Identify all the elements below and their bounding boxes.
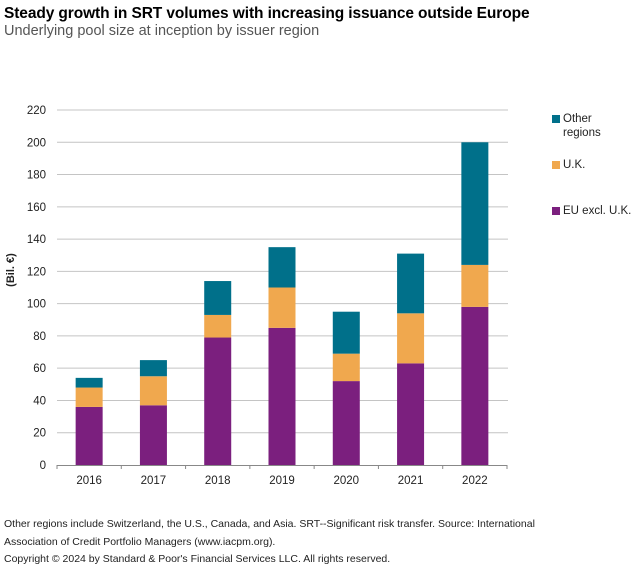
x-axis xyxy=(56,465,508,469)
bar-eu-excl-u-k-2020 xyxy=(332,381,360,465)
bar-eu-excl-u-k-2018 xyxy=(204,337,232,465)
gridlines xyxy=(57,109,508,434)
copyright-notice: Copyright © 2024 by Standard & Poor's Fi… xyxy=(4,553,391,565)
legend-swatch-other-regions xyxy=(552,115,560,123)
bar-other-regions-2020 xyxy=(332,311,360,354)
y-axis-label: (Bil. €) xyxy=(5,253,17,287)
legend-item-eu-excl-uk: EU excl. U.K. xyxy=(552,204,643,218)
y-tick-label: 100 xyxy=(27,299,46,311)
y-tick-label: 0 xyxy=(40,460,46,472)
bars xyxy=(75,142,489,465)
bar-stack-2016 xyxy=(75,377,103,465)
bar-other-regions-2019 xyxy=(268,247,296,288)
bar-stack-2022 xyxy=(461,142,489,465)
x-tick-label: 2017 xyxy=(141,475,167,487)
bar-other-regions-2016 xyxy=(75,377,103,388)
bar-u-k-2018 xyxy=(204,314,232,338)
footnote-line-2: Association of Credit Portfolio Managers… xyxy=(4,535,276,548)
x-tick-labels: 2016 2017 2018 2019 2020 2021 2022 xyxy=(76,475,487,487)
y-tick-label: 220 xyxy=(27,105,46,117)
y-tick-label: 160 xyxy=(27,202,46,214)
legend-item-other-regions: Other regions xyxy=(552,112,643,140)
y-tick-label: 120 xyxy=(27,266,46,278)
y-tick-labels: 0 20 40 60 80 100 120 140 160 180 200 220 xyxy=(27,105,46,472)
legend-swatch-uk xyxy=(552,161,560,169)
bar-eu-excl-u-k-2016 xyxy=(75,406,103,465)
footer: Other regions include Switzerland, the U… xyxy=(4,516,639,569)
bar-eu-excl-u-k-2022 xyxy=(461,306,489,465)
bar-u-k-2016 xyxy=(75,387,103,407)
y-tick-label: 60 xyxy=(33,363,46,375)
legend-item-uk: U.K. xyxy=(552,158,643,172)
x-tick-label: 2019 xyxy=(269,475,295,487)
legend-label: Other regions xyxy=(563,113,601,139)
bar-u-k-2022 xyxy=(461,264,489,307)
bar-other-regions-2022 xyxy=(461,142,489,265)
bar-stack-2020 xyxy=(332,311,360,465)
bar-stack-2021 xyxy=(397,253,425,465)
bar-stack-2017 xyxy=(139,360,167,465)
bar-eu-excl-u-k-2019 xyxy=(268,327,296,465)
bar-u-k-2020 xyxy=(332,353,360,382)
bar-eu-excl-u-k-2021 xyxy=(397,363,425,465)
x-tick-label: 2018 xyxy=(205,475,231,487)
bar-u-k-2019 xyxy=(268,287,296,328)
y-tick-label: 40 xyxy=(33,395,46,407)
y-tick-label: 140 xyxy=(27,234,46,246)
legend-swatch-eu-excl-uk xyxy=(552,207,560,215)
bar-other-regions-2021 xyxy=(397,253,425,314)
bar-u-k-2017 xyxy=(139,376,167,406)
legend-label: U.K. xyxy=(563,159,586,171)
chart-subtitle: Underlying pool size at inception by iss… xyxy=(4,23,320,39)
bar-other-regions-2017 xyxy=(139,360,167,377)
y-tick-label: 200 xyxy=(27,137,46,149)
chart-title: Steady growth in SRT volumes with increa… xyxy=(4,5,530,22)
y-tick-label: 80 xyxy=(33,331,46,343)
x-tick-label: 2020 xyxy=(333,475,359,487)
x-tick-label: 2016 xyxy=(76,475,102,487)
bar-stack-2018 xyxy=(204,281,232,465)
bar-other-regions-2018 xyxy=(204,281,232,315)
x-tick-label: 2021 xyxy=(398,475,424,487)
legend-label: EU excl. U.K. xyxy=(563,205,632,217)
x-tick-label: 2022 xyxy=(462,475,488,487)
footnote-line-1: Other regions include Switzerland, the U… xyxy=(4,518,535,530)
y-tick-label: 20 xyxy=(33,428,46,440)
bar-eu-excl-u-k-2017 xyxy=(139,405,167,465)
bar-stack-2019 xyxy=(268,247,296,465)
bar-u-k-2021 xyxy=(397,313,425,364)
y-tick-label: 180 xyxy=(27,170,46,182)
